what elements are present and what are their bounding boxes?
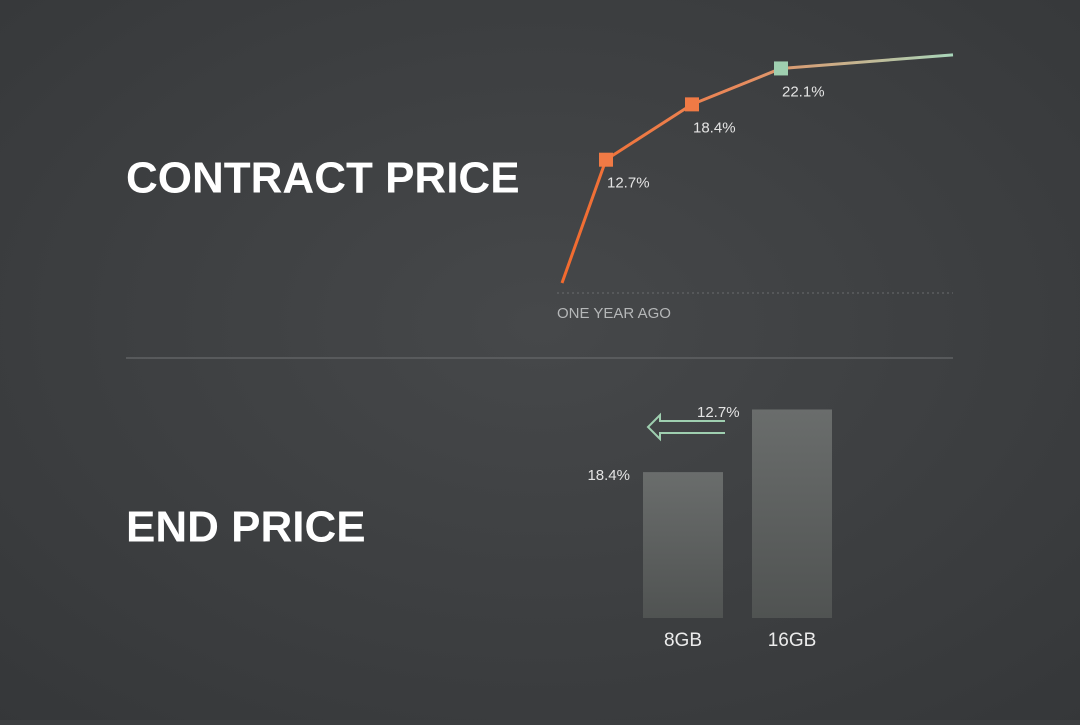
- data-label: 22.1%: [782, 83, 825, 100]
- data-label: 12.7%: [607, 175, 650, 192]
- point: [685, 97, 699, 112]
- arrow: [646, 412, 725, 442]
- data-label: 18.4%: [587, 467, 630, 484]
- bar: [643, 472, 723, 618]
- x-tick-label: 8GB: [664, 630, 702, 651]
- x-tick-label: 16GB: [768, 630, 817, 651]
- point: [599, 152, 613, 167]
- section-title: END PRICE: [126, 503, 366, 552]
- bar: [752, 409, 832, 618]
- data-label: 18.4%: [693, 119, 736, 136]
- section-title: CONTRACT PRICE: [126, 154, 520, 203]
- point: [774, 61, 788, 76]
- annotation: 12.7%: [697, 404, 740, 421]
- x-label: ONE YEAR AGO: [557, 305, 671, 322]
